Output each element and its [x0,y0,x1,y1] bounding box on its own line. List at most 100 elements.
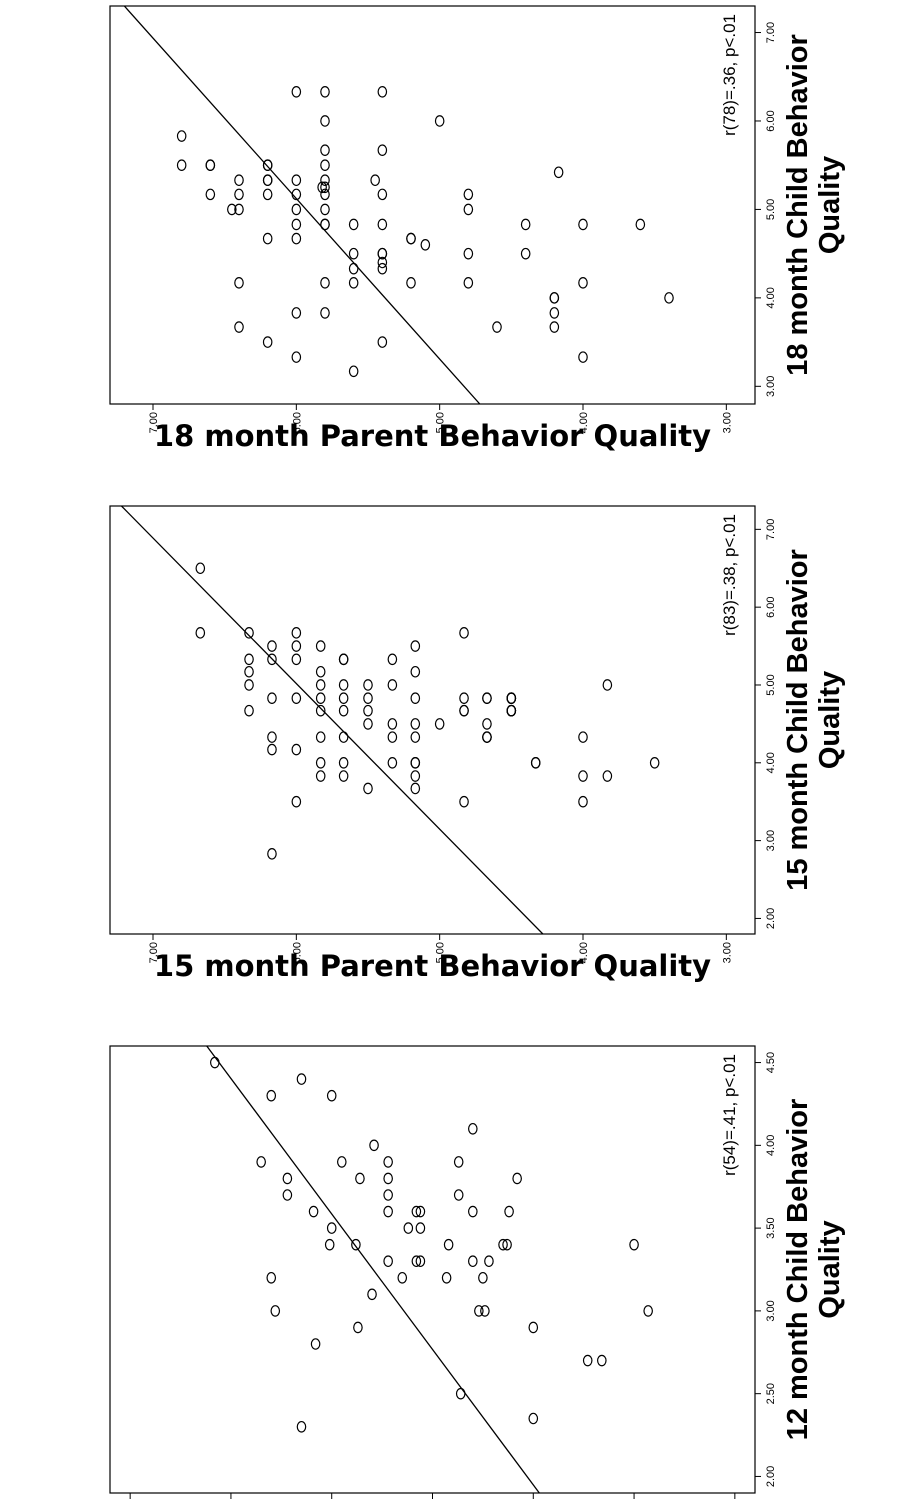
data-point [267,848,277,860]
data-point [549,292,560,304]
data-point [410,640,421,652]
data-point [320,188,330,201]
data-point [266,1271,277,1284]
data-point [377,188,388,201]
data-point [415,1205,426,1218]
x-tick-label: 2.00 [765,1466,777,1487]
data-point [291,795,302,808]
y-tick-label: 4.00 [578,412,590,433]
data-point [205,188,216,201]
data-point [266,1089,277,1102]
x-tick-label: 3.50 [765,1217,777,1238]
data-point [420,239,431,251]
data-point [291,351,302,363]
data-point [468,1205,478,1218]
data-point [363,692,373,705]
data-point [326,1222,337,1234]
data-point [244,704,254,717]
data-point [338,679,349,691]
data-point [338,757,349,769]
data-point [315,692,326,705]
x-tick-label: 2.00 [765,908,777,929]
data-point [324,1238,335,1251]
x-tick-label: 2.50 [765,1383,777,1404]
data-point [338,653,349,666]
data-point [296,1420,307,1433]
data-point [406,277,416,289]
data-point [234,277,244,289]
x-axis-title-line-1: 15 month Child Behavior [782,549,814,891]
data-point [291,203,302,216]
data-point [267,653,277,666]
data-point [262,174,273,187]
data-point [351,1238,361,1251]
data-point [320,218,330,231]
data-point [320,203,330,216]
data-point [443,1238,454,1251]
data-point [308,1205,319,1218]
data-point [315,704,326,717]
data-point [320,174,330,187]
data-point [453,1156,464,1168]
y-axis-title-2: 15 month Parent Behavior Quality [154,949,711,983]
data-point [291,653,302,666]
data-point [291,692,302,705]
plot-frame-1 [109,1045,756,1494]
data-point [578,731,588,743]
data-point [484,1255,494,1268]
data-point [267,743,277,756]
data-point [363,704,373,717]
data-point [291,218,302,231]
data-point [410,665,421,678]
data-point [459,692,469,705]
data-point [410,692,421,705]
data-point [512,1172,522,1185]
x-tick-label: 5.00 [765,199,777,220]
data-point [397,1271,408,1284]
data-point [291,743,302,756]
data-point [310,1338,321,1350]
data-point [582,1354,593,1367]
x-axis-title-line-2: Quality [814,156,846,254]
data-point [291,188,302,201]
regression-line-3 [123,6,481,404]
data-point [270,1305,281,1317]
data-point [348,365,359,378]
data-point [415,1255,426,1268]
data-point [664,292,674,304]
data-point [498,1238,508,1251]
data-point [244,679,254,691]
data-point [528,1412,539,1425]
data-point [320,307,330,319]
data-point [338,770,349,782]
data-point [338,731,349,743]
data-point [348,247,359,260]
x-tick-label: 7.00 [765,519,777,540]
data-point [176,159,187,171]
data-point [377,85,388,98]
data-point [459,627,469,639]
data-point [262,336,273,348]
data-point [291,85,302,98]
x-axis-title-line-2: Quality [814,671,846,769]
data-point [348,218,359,231]
data-point [415,1222,426,1234]
x-tick-label: 7.00 [765,22,777,43]
x-tick-label: 3.00 [765,830,777,851]
data-point [504,1205,514,1218]
x-tick-label: 3.00 [765,1300,777,1321]
data-point [227,203,237,216]
x-tick-label: 4.00 [765,752,777,773]
data-point [434,115,445,127]
data-point [410,731,421,743]
data-point [320,115,330,127]
data-point [336,1156,347,1168]
data-point [244,627,254,639]
data-point [387,757,398,769]
data-point [553,166,564,179]
data-point [320,144,330,156]
data-point [320,277,330,289]
data-point [320,159,330,171]
